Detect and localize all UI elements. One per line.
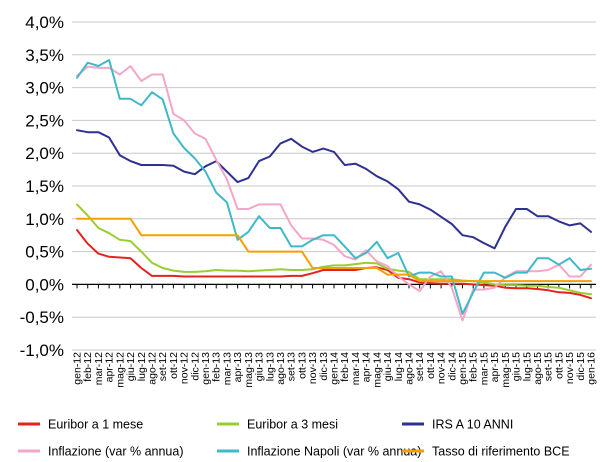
- x-tick-label: ott-14: [425, 352, 437, 379]
- x-tick-label: mag-12: [114, 352, 126, 388]
- x-tick-label: ago-14: [403, 352, 415, 385]
- legend-item: Tasso di riferimento BCE: [402, 445, 570, 459]
- x-tick-label: ott-12: [168, 352, 180, 379]
- y-axis-tick-labels: -1,0% -0,5% 0,0% 0,5% 1,0% 1,5% 2,0% 2,5% 3,0% 3,…: [20, 13, 64, 360]
- y-tick-label: -0,5%: [20, 308, 64, 327]
- x-tick-label: nov-12: [179, 352, 191, 384]
- x-tick-label: lug-14: [393, 352, 405, 381]
- legend-item: Euribor a 3 mesi: [217, 418, 338, 432]
- x-tick-label: nov-14: [436, 352, 448, 384]
- x-tick-label: apr-13: [232, 352, 244, 383]
- x-tick-label: apr-12: [104, 352, 116, 383]
- x-tick-label: apr-14: [361, 352, 373, 383]
- x-tick-label: mar-12: [93, 352, 105, 385]
- x-tick-label: feb-13: [211, 352, 223, 382]
- y-tick-label: 1,5%: [25, 177, 64, 196]
- x-tick-label: nov-15: [564, 352, 576, 384]
- x-tick-label: apr-15: [489, 352, 501, 383]
- x-tick-label: giu-15: [511, 352, 523, 381]
- series-line-2: [76, 129, 592, 250]
- x-tick-label: ago-15: [532, 352, 544, 385]
- x-tick-label: lug-13: [264, 352, 276, 381]
- series-line-1: [76, 203, 592, 296]
- x-tick-label: lug-12: [136, 352, 148, 381]
- x-tick-label: feb-14: [339, 352, 351, 382]
- x-tick-label: gen-13: [200, 352, 212, 385]
- y-tick-label: 4,0%: [25, 13, 64, 32]
- x-tick-label: set-13: [286, 352, 298, 381]
- x-tick-label: dic-15: [575, 352, 587, 381]
- legend: Euribor a 1 mese Euribor a 3 mesi IRS A 10…: [18, 418, 570, 459]
- x-tick-label: lug-15: [521, 352, 533, 381]
- x-tick-label: mag-13: [243, 352, 255, 388]
- legend-label: Inflazione Napoli (var % annua): [247, 445, 421, 459]
- x-tick-label: mar-14: [350, 352, 362, 385]
- gridlines: [72, 21, 596, 351]
- series-line-3: [76, 65, 592, 322]
- legend-item: IRS A 10 ANNI: [402, 418, 513, 432]
- x-tick-label: gen-12: [72, 352, 84, 385]
- legend-label: Tasso di riferimento BCE: [432, 445, 570, 459]
- x-tick-label: ago-12: [146, 352, 158, 385]
- x-tick-label: mag-14: [371, 352, 383, 388]
- legend-item: Inflazione (var % annua): [18, 445, 184, 459]
- x-tick-label: mar-15: [478, 352, 490, 385]
- legend-label: Euribor a 3 mesi: [247, 418, 338, 432]
- x-tick-label: giu-13: [254, 352, 266, 381]
- x-tick-label: mar-13: [221, 352, 233, 385]
- x-tick-label: ago-13: [275, 352, 287, 385]
- y-tick-label: -1,0%: [20, 341, 64, 360]
- legend-label: IRS A 10 ANNI: [432, 418, 513, 432]
- x-tick-label: giu-12: [125, 352, 137, 381]
- y-tick-label: 0,0%: [25, 275, 64, 294]
- y-tick-label: 1,0%: [25, 210, 64, 229]
- series-lines: [76, 59, 592, 322]
- x-tick-label: gen-15: [457, 352, 469, 385]
- series-line-0: [76, 229, 592, 300]
- y-tick-label: 2,0%: [25, 144, 64, 163]
- y-tick-label: 0,5%: [25, 243, 64, 262]
- y-tick-label: 2,5%: [25, 111, 64, 130]
- x-tick-label: feb-12: [82, 352, 94, 382]
- legend-item: Euribor a 1 mese: [18, 418, 143, 432]
- x-tick-label: dic-12: [189, 352, 201, 381]
- x-tick-label: ott-13: [296, 352, 308, 379]
- x-axis-tick-labels: gen-12feb-12mar-12apr-12mag-12giu-12lug-…: [72, 352, 598, 388]
- legend-label: Inflazione (var % annua): [48, 445, 184, 459]
- x-tick-label: gen-16: [586, 352, 598, 385]
- series-line-4: [76, 59, 592, 315]
- x-tick-label: mag-15: [500, 352, 512, 388]
- series-line-5: [76, 217, 592, 283]
- x-tick-label: feb-15: [468, 352, 480, 382]
- legend-item: Inflazione Napoli (var % annua): [217, 445, 421, 459]
- y-tick-label: 3,5%: [25, 46, 64, 65]
- x-tick-label: nov-13: [307, 352, 319, 384]
- x-tick-label: ott-15: [553, 352, 565, 379]
- x-tick-label: dic-14: [446, 352, 458, 381]
- y-tick-label: 3,0%: [25, 79, 64, 98]
- legend-label: Euribor a 1 mese: [48, 418, 143, 432]
- x-tick-label: giu-14: [382, 352, 394, 381]
- x-tick-label: set-12: [157, 352, 169, 381]
- x-tick-label: gen-14: [329, 352, 341, 385]
- x-tick-label: set-15: [543, 352, 555, 381]
- x-tick-label: set-14: [414, 352, 426, 381]
- x-tick-label: dic-13: [318, 352, 330, 381]
